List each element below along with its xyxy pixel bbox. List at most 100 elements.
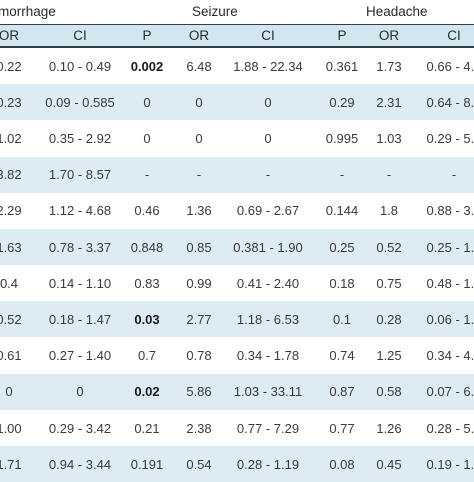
table-cell: 0.10 - 0.49 [48,58,112,74]
table-row: 0.23 0.09 - 0.585 0 0 0 0.29 2.31 0.64 - 8.3 [0,84,474,121]
table-cell: 2.77 [186,311,212,327]
column-header: OR [378,28,400,43]
table-row: 3.82 1.70 - 8.57 - - - - - - [0,156,474,193]
table-cell: - [144,167,150,183]
table-cell: 0.45 [376,456,402,472]
table-cell: - [339,167,345,183]
table-cell: 0.21 [134,420,160,436]
table-cell: 0 [143,130,151,146]
table-cell: - [265,167,271,183]
table-cell: 0.66 - 4.5 [426,58,474,74]
table-cell: 0.27 - 1.40 [48,348,112,364]
table-cell: 2.29 [0,203,22,219]
table-cell: 0.88 - 3.6 [426,203,474,219]
table-cell: 1.26 [376,420,402,436]
table-cell: 0.7 [137,348,157,364]
table-cell: 3.82 [0,167,22,183]
table-cell: 0.58 [376,384,402,400]
table-cell: 0.08 [329,456,355,472]
column-header: P [142,28,152,43]
table-cell: 0.74 [329,348,355,364]
table-cell: 1.73 [376,58,402,74]
table-row: 1.63 0.78 - 3.37 0.848 0.85 0.381 - 1.90 0.25… [0,229,474,265]
table-cell: 0.18 [329,275,355,291]
table-cell: 0.94 - 3.44 [48,456,112,472]
table-cell: 1.18 - 6.53 [236,311,300,327]
table-cell: 0.54 [186,456,212,472]
table-cell: 0.61 [0,348,22,364]
table-cell: 0.85 [186,239,212,255]
table-row: 0.52 0.18 - 1.47 0.03 2.77 1.18 - 6.53 0.1 0.2… [0,301,474,338]
table-cell: 0.34 - 4.5 [426,348,474,364]
table-cell: 1.70 - 8.57 [48,167,112,183]
table-cell: 0.46 [134,203,160,219]
table-cell: 0.25 [329,239,355,255]
table-cell: 0 [143,94,151,110]
table-cell: 1.71 [0,456,22,472]
table-cell: 0.48 - 1.1 [426,275,474,291]
table-cell: 1.03 - 33.11 [233,384,303,400]
table-cell: 0.41 - 2.40 [236,275,300,291]
table-cell: 0 [76,384,84,400]
table-row: 2.29 1.12 - 4.68 0.46 1.36 0.69 - 2.67 0.144 1… [0,193,474,229]
table-cell: 0.75 [376,275,402,291]
column-header: P [337,28,347,43]
table-cell: 0.28 - 1.19 [236,456,300,472]
table-cell: 0 [264,94,272,110]
column-header: OR [188,28,210,43]
table-cell: 0.25 - 1.0 [426,239,474,255]
table-cell: 0.4 [0,275,19,291]
table-row: 0.4 0.14 - 1.10 0.83 0.99 0.41 - 2.40 0.18 0.7… [0,265,474,301]
table-cell: 0.52 [376,239,402,255]
group-label-seizure: Seizure [192,4,238,19]
table-row: 1.02 0.35 - 2.92 0 0 0 0.995 1.03 0.29 - 5.9 [0,120,474,156]
column-header: CI [73,28,87,43]
table-cell: 2.31 [376,94,402,110]
table-cell: 0.29 [329,94,355,110]
group-label-hemorrhage: morrhage [0,4,56,19]
column-header: CI [261,28,275,43]
table-cell: - [386,167,392,183]
table-cell: 5.86 [186,384,212,400]
table-cell: 1.12 - 4.68 [48,203,112,219]
table-cell: 0.28 [376,311,402,327]
table-cell: 1.36 [186,203,212,219]
table-cell: 0.144 [325,203,359,219]
table-cell: 0 [264,130,272,146]
column-header: CI [447,28,461,43]
table-cell: 0.06 - 1.2 [426,311,474,327]
table-cell: 0.78 - 3.37 [48,239,112,255]
table-cell: 0.14 - 1.10 [48,275,112,291]
table-cell: 0.848 [130,239,164,255]
table-cell: 0 [195,130,203,146]
table-cell: 0.191 [130,456,164,472]
table-cell: 0.99 [186,275,212,291]
table-cell: 0.09 - 0.585 [45,94,115,110]
table-cell: 0.87 [329,384,355,400]
table-cell: 1.63 [0,239,22,255]
table-cell: 1.00 [0,420,22,436]
table-row: 0.61 0.27 - 1.40 0.7 0.78 0.34 - 1.78 0.74 1.2… [0,338,474,374]
table-cell: 0 [195,94,203,110]
table-cell: 0.29 - 5.9 [426,130,474,146]
column-header: OR [0,28,20,43]
table-cell: 2.38 [186,420,212,436]
table-cell: 0.64 - 8.3 [426,94,474,110]
group-header-row: morrhage Seizure Headache [0,0,474,25]
table-cell: 0.52 [0,311,22,327]
table-row: 1.00 0.29 - 3.42 0.21 2.38 0.77 - 7.29 0.77 1.… [0,410,474,446]
table-cell: 0.02 [134,384,160,400]
table-cell: 0.07 - 6.1 [426,384,474,400]
table-row: 0.22 0.10 - 0.49 0.002 6.48 1.88 - 22.34 0.36… [0,48,474,84]
table-cell: - [196,167,202,183]
table-row: 1.71 0.94 - 3.44 0.191 0.54 0.28 - 1.19 0.08 0… [0,446,474,482]
table-cell: 0.77 [329,420,355,436]
table-cell: 0.361 [325,58,359,74]
table-cell: 0.1 [332,311,352,327]
table-cell: 1.03 [376,130,402,146]
table-cell: 0 [5,384,13,400]
table-cell: 0.34 - 1.78 [236,348,300,364]
table-cell: 6.48 [186,58,212,74]
table-cell: 1.88 - 22.34 [233,58,303,74]
